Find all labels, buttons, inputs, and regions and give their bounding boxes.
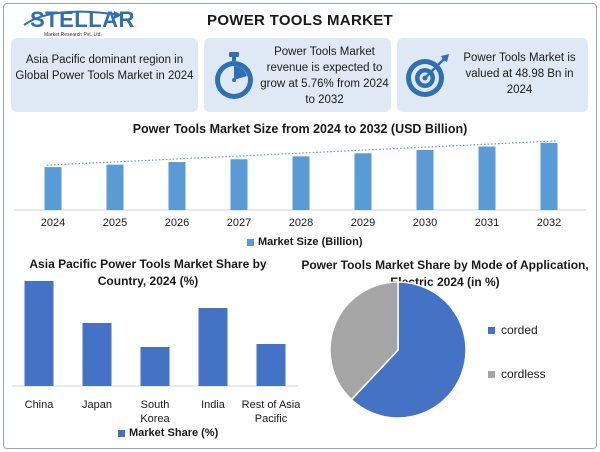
bar-rest-of-asia-pacific: [256, 344, 286, 386]
stellar-logo: STELLAR Market Research Pvt. Ltd.: [22, 7, 135, 43]
logo-swoosh-icon: [23, 10, 122, 26]
pie-slice-cordless: [329, 281, 399, 401]
info-card-valuation: Power Tools Market is valued at 48.98 Bn…: [397, 38, 588, 112]
x-tick-label: Pacific: [255, 413, 288, 425]
x-tick-label: Korea: [140, 413, 170, 425]
x-tick-label: 2025: [103, 217, 127, 229]
x-tick-label: 2031: [475, 217, 499, 229]
target-icon: [406, 54, 449, 97]
country-share-chart-title: Asia Pacific Power Tools Market Share by…: [29, 257, 267, 288]
stopwatch-icon: [215, 52, 253, 99]
legend-label: corded: [501, 323, 538, 337]
logo-name: STELLAR: [30, 7, 135, 32]
x-tick-label: India: [201, 399, 226, 411]
trend-line: [46, 140, 558, 166]
bar-2032: [540, 142, 558, 210]
bar-2025: [106, 164, 124, 210]
x-tick-label: 2026: [165, 217, 189, 229]
bar-2031: [478, 146, 496, 210]
legend-label: Market Share (%): [129, 427, 219, 439]
bar-china: [24, 281, 54, 386]
x-tick-label: 2028: [289, 217, 313, 229]
bar-2029: [354, 153, 372, 210]
market-size-bar-chart: 2024 2025 2026 2027 2028 2029 2030 2031 2032: [14, 140, 586, 229]
legend-label: cordless: [501, 367, 546, 381]
info-card-text: Power Tools Market revenue is expected t…: [260, 46, 389, 106]
bar-2027: [230, 159, 248, 210]
bar-india: [198, 308, 228, 386]
info-card-region: Asia Pacific dominant region in Global P…: [11, 38, 198, 112]
legend-swatch: [118, 429, 125, 437]
country-share-legend: Market Share (%): [118, 427, 218, 439]
market-size-legend: Market Size (Billion): [247, 236, 363, 248]
bar-south-korea: [140, 347, 170, 386]
x-tick-label: Rest of Asia: [242, 399, 300, 411]
info-card-text: Power Tools Market is valued at 48.98 Bn…: [463, 52, 576, 96]
logo-subtitle: Market Research Pvt. Ltd.: [44, 32, 102, 38]
pie-legend-cordless: cordless: [488, 367, 546, 381]
pie-legend-corded: corded: [488, 323, 538, 337]
bar-2028: [292, 156, 310, 210]
x-tick-label: China: [25, 399, 55, 411]
info-card-growth: Power Tools Market revenue is expected t…: [204, 38, 391, 112]
legend-label: Market Size (Billion): [258, 236, 363, 248]
bar-japan: [82, 323, 112, 386]
page-title: POWER TOOLS MARKET: [207, 12, 393, 29]
legend-swatch: [488, 326, 495, 334]
bar-2024: [44, 167, 62, 210]
application-share-pie-chart: [329, 281, 467, 419]
bar-2030: [416, 149, 434, 210]
x-tick-label: 2030: [413, 217, 437, 229]
info-card-text: Asia Pacific dominant region in Global P…: [15, 54, 194, 82]
infographic-frame: [3, 3, 597, 449]
market-size-chart-title: Power Tools Market Size from 2024 to 203…: [132, 122, 468, 136]
legend-swatch: [247, 238, 254, 246]
bar-2026: [168, 162, 186, 210]
x-tick-label: Japan: [82, 399, 112, 411]
country-share-bar-chart: China Japan South Korea India Rest of Asia Pac…: [12, 281, 300, 425]
pie-slice-corded: [350, 281, 467, 419]
x-tick-label: South: [141, 399, 170, 411]
x-tick-label: 2027: [227, 217, 251, 229]
legend-swatch: [488, 370, 495, 378]
x-tick-label: 2032: [537, 217, 561, 229]
x-tick-label: 2029: [351, 217, 375, 229]
x-tick-label: 2024: [41, 217, 65, 229]
